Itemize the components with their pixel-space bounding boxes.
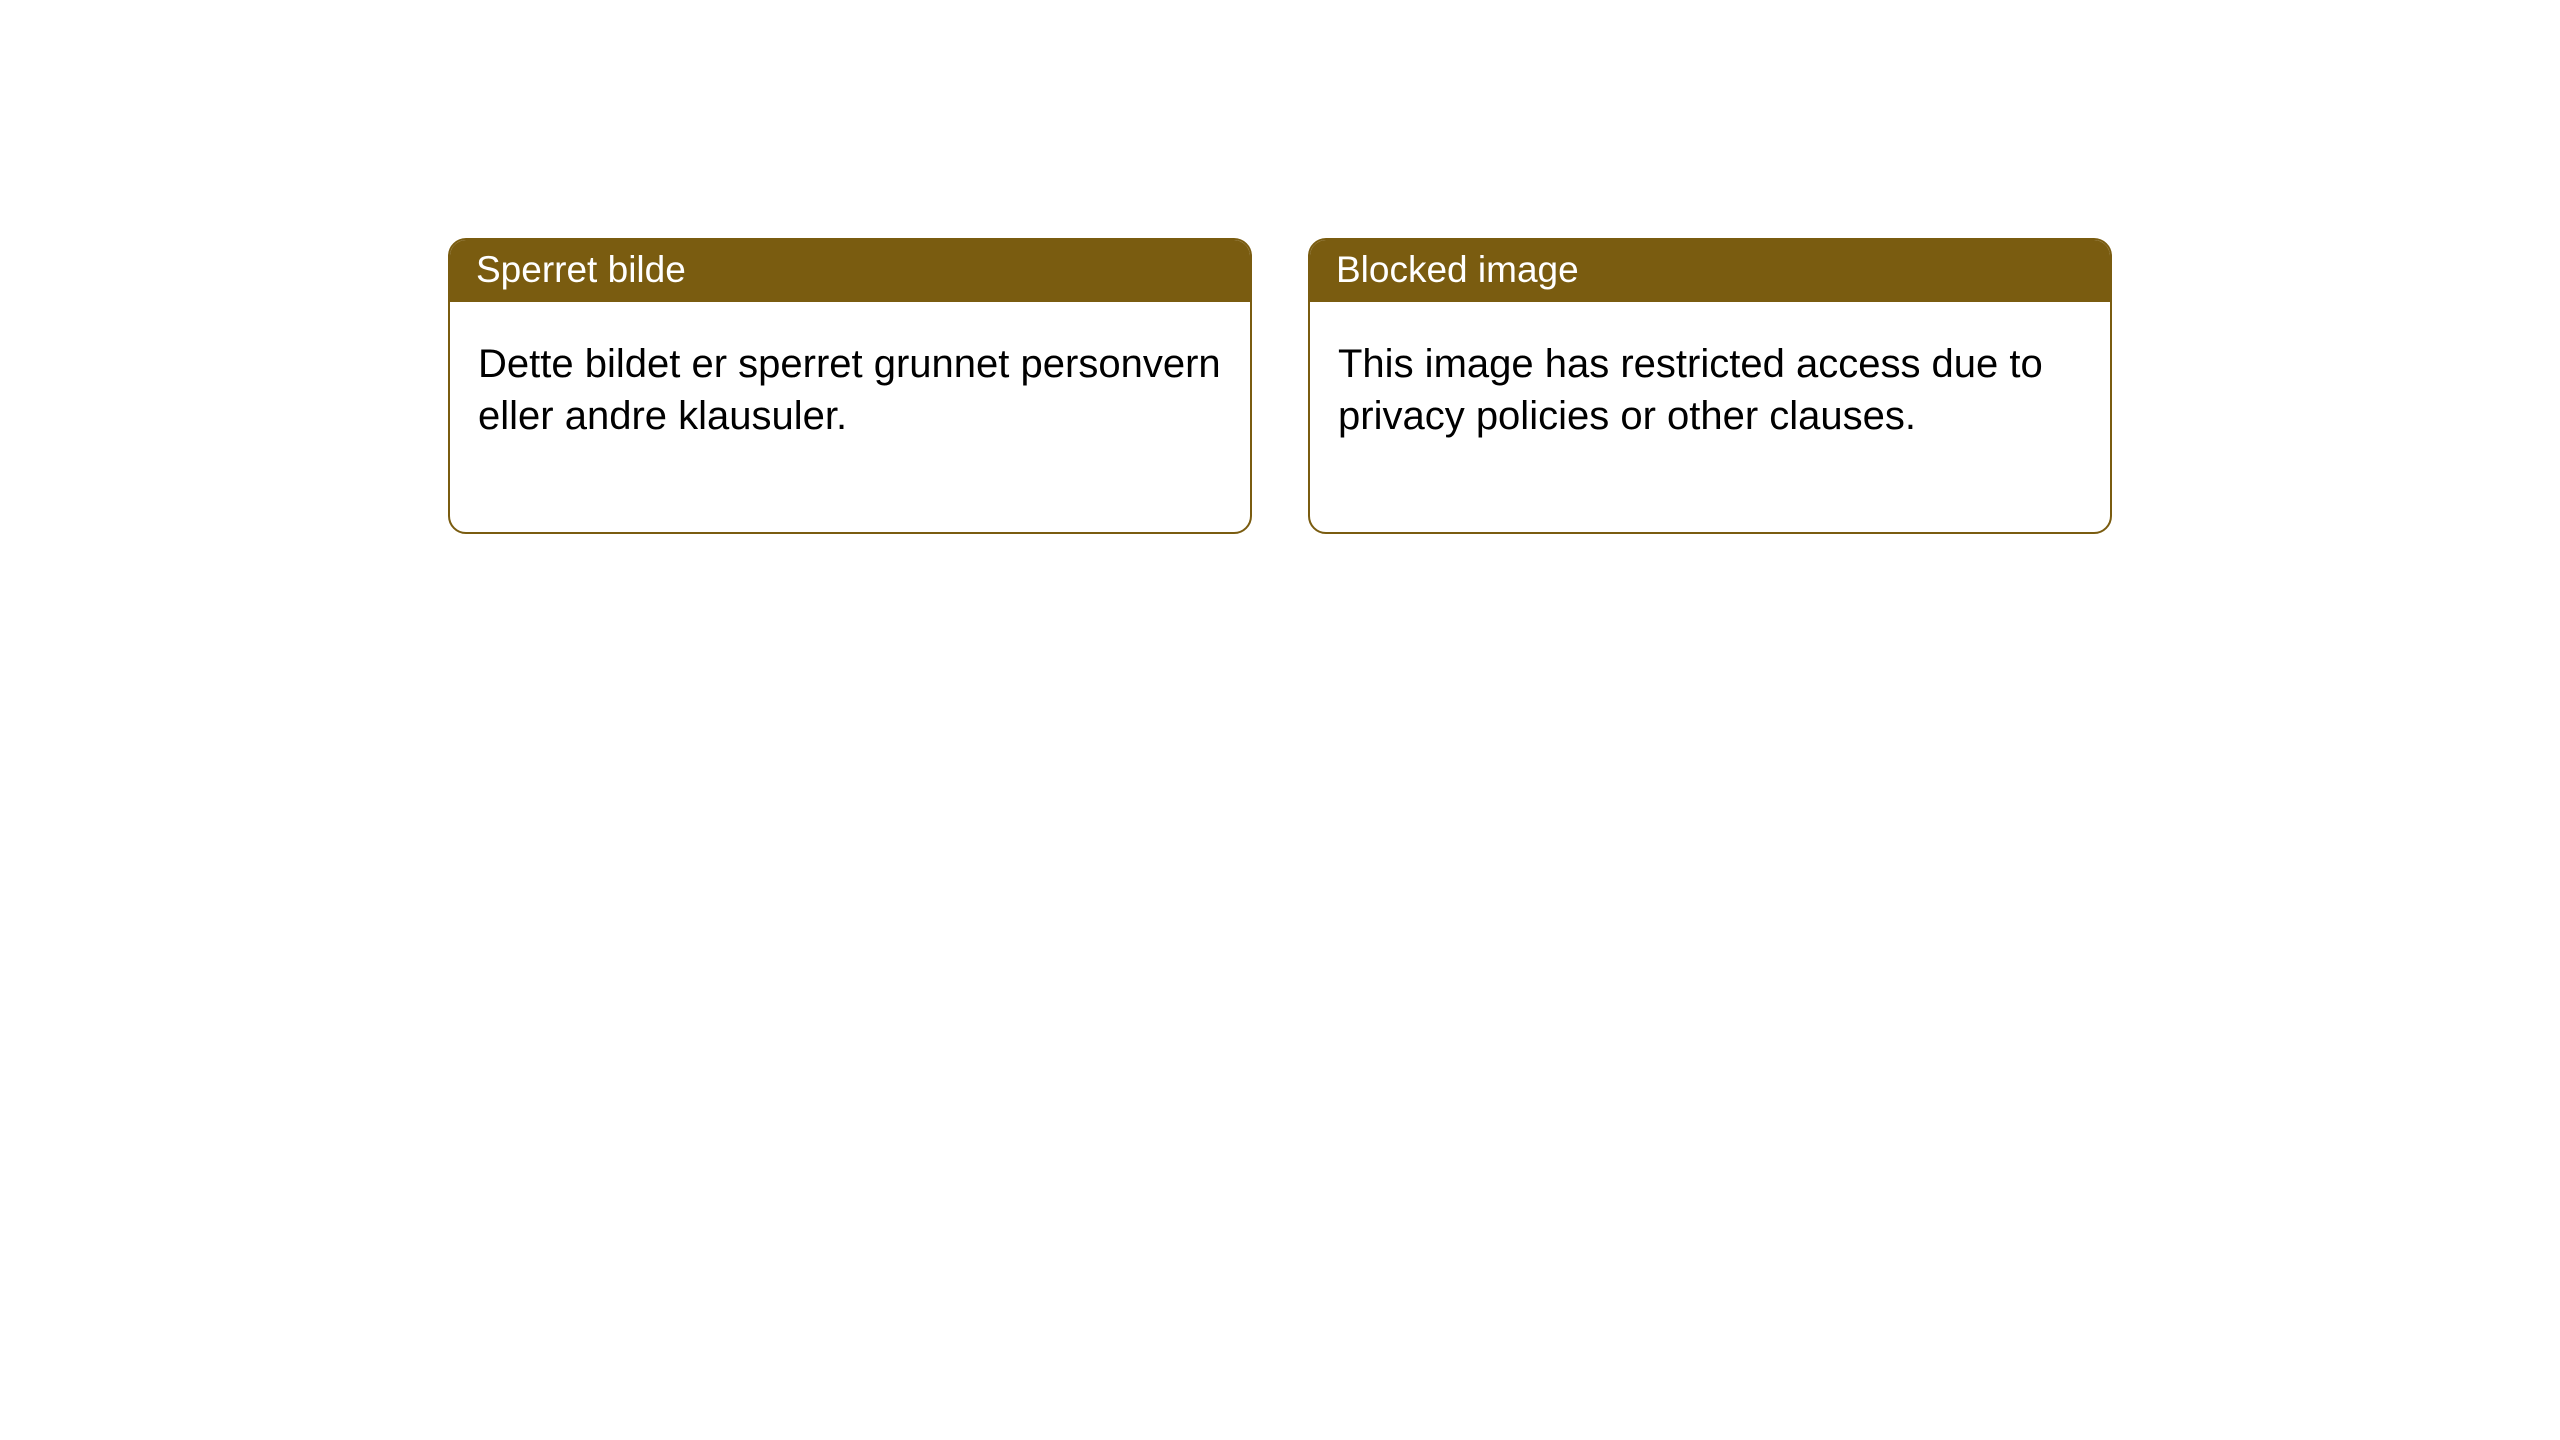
notice-container: Sperret bilde Dette bildet er sperret gr…	[448, 238, 2112, 534]
notice-card-en: Blocked image This image has restricted …	[1308, 238, 2112, 534]
notice-body-no: Dette bildet er sperret grunnet personve…	[450, 302, 1250, 532]
notice-header-en: Blocked image	[1310, 240, 2110, 302]
notice-header-no: Sperret bilde	[450, 240, 1250, 302]
notice-body-en: This image has restricted access due to …	[1310, 302, 2110, 532]
notice-card-no: Sperret bilde Dette bildet er sperret gr…	[448, 238, 1252, 534]
